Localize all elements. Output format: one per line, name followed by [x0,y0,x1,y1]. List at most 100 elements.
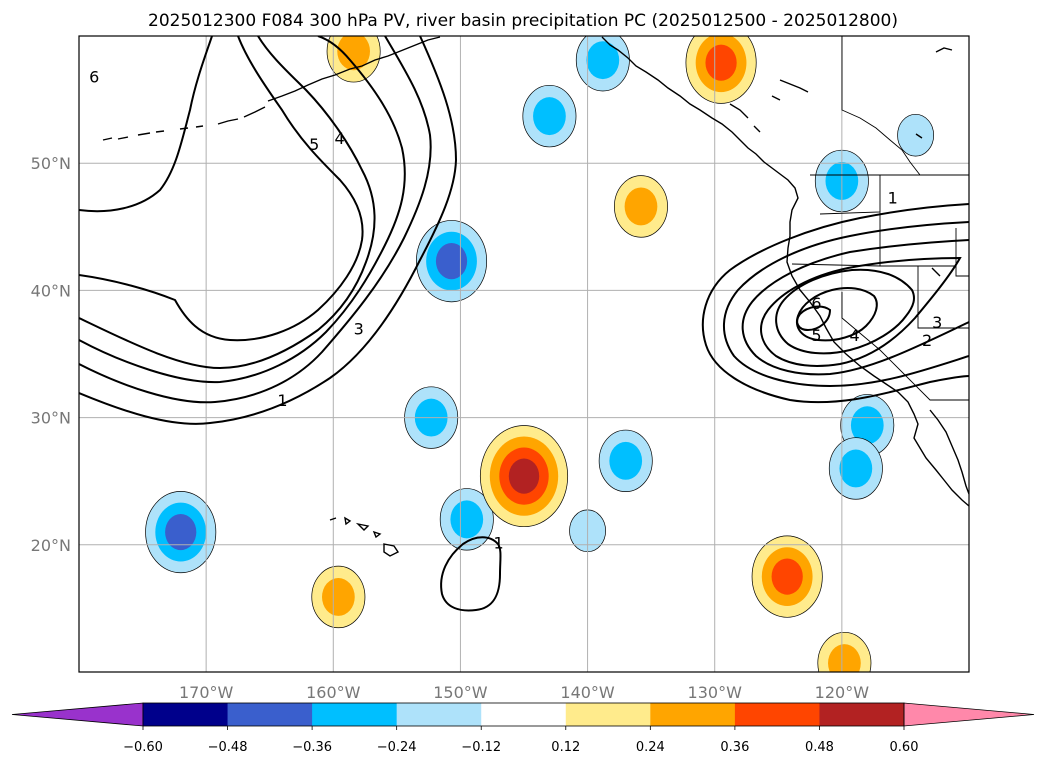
pv-contour-label-8: 5 [811,326,821,345]
precip-blob-13-level-2 [771,558,803,595]
pv-contour-western-2 [79,36,432,404]
colorbar-tick-label-1: −0.48 [208,740,248,755]
map-frame [78,35,970,673]
colorbar-outline [142,702,905,727]
pv-contour-label-7: 6 [811,294,821,313]
coastlines [102,36,969,557]
pv-contour-eastern-3 [741,239,969,376]
pv-contour-eastern-1 [701,203,969,404]
colorbar-tick-label-0: −0.60 [123,740,163,755]
x-tick-label-4: 130°W [688,683,743,702]
colorbar-tick-label-3: −0.24 [377,740,417,755]
precip-blob-4-level-1 [586,41,620,80]
colorbar-segment-7 [734,703,820,726]
precip-blob-12-level-3 [508,458,540,494]
lat-lon-gridlines [79,36,969,672]
pv-contour-western-6 [79,36,213,213]
pv-contour-label-4: 1 [277,391,287,410]
pv-contour-eastern-6 [796,287,878,342]
colorbar-extend-high [903,702,1035,727]
y-tick-label-3: 50°N [31,154,71,173]
hawaiian-islands [329,516,400,557]
colorbar-segment-4 [481,703,567,726]
precip-blob-9-level-1 [850,406,884,445]
pv-contour-western-4 [79,36,376,370]
x-tick-label-0: 170°W [179,683,234,702]
colorbar-segment-0 [143,703,229,726]
pv-contour-label-9: 4 [849,326,859,345]
precip-blob-12 [479,425,569,528]
precipitation-pc-layer [145,36,934,672]
pv-contour-western-3 [79,36,406,384]
y-tick-label-2: 40°N [31,281,71,300]
precip-blob-4 [575,36,630,92]
chart-title: 2025012300 F084 300 hPa PV, river basin … [148,11,898,31]
precip-blob-5-level-1 [533,97,566,136]
x-tick-label-3: 140°W [560,683,615,702]
colorbar-segment-5 [565,703,651,726]
latitude-tick-labels: 20°N 30°N 40°N 50°N [31,154,71,555]
precip-blob-16 [614,175,668,238]
precip-blob-17-level-1 [322,577,355,616]
precip-blob-15-level-1 [337,36,370,71]
canada-alaska-border [841,36,921,176]
colorbar-tick-label-6: 0.24 [636,740,665,755]
pv-contour-label-10: 3 [932,313,942,332]
colorbar-tick-label-8: 0.48 [805,740,834,755]
pv-contour-label-2: 4 [335,129,345,148]
gulf-of-alaska-islands [729,47,953,277]
us-state-borders [791,175,969,401]
precip-blob-18-level-1 [828,644,861,672]
pv-contour-western-1 [79,36,458,425]
precip-blob-11-level-0 [897,113,934,157]
x-tick-label-1: 160°W [306,683,361,702]
pv-contour-label-11: 2 [922,331,932,350]
alaska-peninsula-coast [267,36,441,102]
precip-blob-6 [598,429,653,492]
pv-contour-label-5: 1 [493,533,503,552]
colorbar-segment-1 [227,703,313,726]
colorbar-tick-label-2: −0.36 [292,740,332,755]
colorbar-tick-label-5: 0.12 [551,740,580,755]
precip-blob-17 [311,565,366,629]
precip-blob-14 [685,36,757,104]
baja-gulf-coast [929,409,969,495]
precip-blob-14-level-2 [705,44,737,81]
pv-contour-eastern-5 [775,268,915,355]
x-tick-label-2: 150°W [433,683,488,702]
pv-contour-eastern-7 [796,305,832,332]
precip-blob-5 [522,84,577,148]
precip-blob-3 [439,488,494,551]
precip-blob-3-level-1 [450,500,484,539]
colorbar-tick-label-7: 0.36 [720,740,749,755]
precip-blob-1-level-2 [165,513,197,551]
colorbar: −0.60 −0.48 −0.36 −0.24 −0.12 0.12 0.24 0.36 0.4… [11,702,1035,755]
pv-contour-label-3: 3 [354,320,364,339]
precip-blob-0 [416,220,488,303]
precip-blob-0-level-2 [435,243,468,280]
colorbar-tick-label-9: 0.60 [890,740,919,755]
precip-blob-6-level-1 [609,441,643,480]
pv-contour-eastern-4 [760,256,962,367]
precip-blob-11 [897,113,934,157]
pv-contour-label-6: 1 [888,189,898,208]
pv-contour-eastern-2 [722,221,969,388]
y-tick-label-1: 30°N [31,409,71,428]
y-tick-label-0: 20°N [31,536,71,555]
political-borders [791,36,969,401]
colorbar-segment-6 [650,703,736,726]
colorbar-segment-8 [819,703,905,726]
precip-blob-10 [828,437,883,500]
aleutian-islands [102,106,266,141]
pv-contour-western-5 [79,36,364,342]
pv-contour-hawaii-1 [440,536,502,612]
north-america-west-coast [601,36,969,507]
longitude-tick-labels: 170°W 160°W 150°W 140°W 130°W 120°W [179,683,869,702]
precip-blob-1 [145,491,217,574]
colorbar-extend-low [11,702,144,727]
precip-blob-13 [751,535,823,618]
pv-contour-label-1: 5 [309,135,319,154]
